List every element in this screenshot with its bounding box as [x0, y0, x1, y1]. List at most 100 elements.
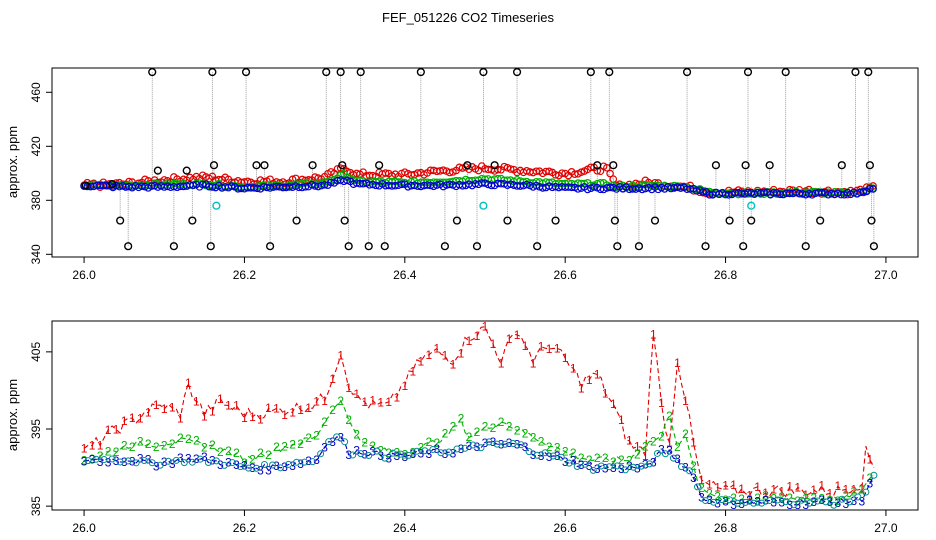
series-3-marker: 3	[650, 455, 657, 469]
series-1-marker: 1	[241, 411, 248, 425]
x-tick-label: 26.0	[72, 268, 96, 282]
series-3-point	[859, 187, 868, 196]
series-3-point	[198, 180, 207, 189]
series-2-marker: 2	[618, 453, 625, 467]
series-1-marker: 1	[554, 341, 561, 355]
series-3-marker: 3	[145, 452, 152, 466]
series-2-marker: 2	[554, 440, 561, 454]
cal-point	[124, 242, 133, 251]
series-3-point	[397, 180, 406, 189]
series-1-marker: 1	[706, 478, 713, 492]
series-3-ring	[774, 496, 782, 504]
series-3-ring	[269, 461, 277, 469]
series-1-marker: 1	[369, 393, 376, 407]
series-1-marker: 1	[313, 395, 320, 409]
series-3-marker: 3	[554, 449, 561, 463]
series-1-marker: 1	[770, 482, 777, 496]
series-2-marker: 2	[305, 431, 312, 445]
cal-point	[613, 242, 622, 251]
series-1-marker: 1	[794, 480, 801, 494]
cal-point	[682, 67, 692, 77]
series-3-marker: 3	[754, 495, 761, 509]
cal-point	[375, 161, 384, 170]
cal-point	[739, 242, 748, 251]
series-3-point	[590, 183, 598, 191]
series-1-marker: 1	[337, 349, 344, 363]
series-3-ring	[766, 496, 774, 504]
x-tick-label: 26.6	[554, 268, 578, 282]
series-1-marker: 1	[377, 396, 384, 410]
series-2-marker: 2	[826, 494, 833, 508]
series-1-marker: 1	[105, 423, 112, 437]
series-2-marker: 2	[530, 430, 537, 444]
cal-point	[867, 216, 876, 225]
series-3-marker: 3	[153, 460, 160, 474]
top-panel: approx. ppm 26.0 26.2 26.4 26.6 26.8 27.0 340 3…	[5, 67, 919, 282]
series-2-marker: 2	[674, 440, 681, 454]
series-3-ring	[244, 464, 252, 472]
series-3-ring	[637, 462, 645, 470]
series-3-marker: 3	[201, 450, 208, 464]
series-3-marker: 3	[161, 455, 168, 469]
series-3-ring	[726, 496, 734, 504]
series-3-marker: 3	[337, 431, 344, 445]
series-1-marker: 1	[209, 405, 216, 419]
series-1-marker: 1	[650, 328, 657, 342]
series-3-ring	[854, 493, 862, 501]
cal-point	[605, 67, 614, 77]
x-tick-label: 26.8	[714, 521, 738, 535]
series-3-ring	[204, 458, 212, 466]
series-1-point	[558, 169, 566, 177]
series-1-marker: 1	[714, 481, 721, 495]
series-2-marker: 2	[602, 451, 609, 465]
bottom-plot-frame	[51, 320, 919, 511]
series-3-ring	[597, 462, 605, 470]
cal-point	[452, 216, 462, 225]
series-3-ring	[589, 466, 597, 474]
series-3-ring	[645, 460, 653, 468]
series-3-ring	[124, 457, 132, 465]
series-3-ring	[557, 453, 565, 461]
series-1-marker: 1	[185, 376, 192, 390]
series-1-point	[500, 162, 509, 171]
series-3-marker: 3	[762, 494, 769, 508]
series-1-marker: 1	[867, 453, 874, 467]
series-1-marker: 1	[586, 373, 593, 387]
series-3-marker: 3	[81, 454, 88, 468]
series-2-marker: 2	[145, 437, 152, 451]
cal-point	[241, 67, 251, 77]
series-3-marker: 3	[818, 493, 825, 507]
y-tick-label: 395	[29, 419, 43, 439]
series-3-ring	[653, 449, 661, 457]
series-3-marker: 3	[658, 442, 665, 456]
cal-point	[364, 242, 373, 251]
series-3-ring	[469, 441, 477, 449]
series-2-marker: 2	[401, 448, 408, 462]
series-1-marker: 1	[634, 440, 641, 454]
cal-point	[322, 67, 331, 77]
series-3-marker: 3	[369, 445, 376, 459]
series-3-marker: 3	[225, 456, 232, 470]
series-3-ring	[830, 501, 838, 509]
series-1-marker: 1	[530, 356, 537, 370]
series-3-ring	[116, 458, 124, 466]
cal-point	[292, 216, 301, 225]
series-3-marker: 3	[842, 497, 849, 511]
cal-point	[864, 67, 873, 77]
cal-point	[747, 216, 756, 225]
series-3-ring	[373, 447, 381, 455]
series-3-ring	[677, 463, 685, 471]
series-3-ring	[92, 455, 100, 463]
cal-point	[851, 67, 860, 77]
series-2-marker: 2	[241, 456, 248, 470]
series-3-marker: 3	[265, 463, 272, 477]
top-axis-ticks: 26.0 26.2 26.4 26.6 26.8 27.0 340 380 420 460	[29, 82, 898, 282]
series-3-ring	[172, 456, 180, 464]
series-3-ring	[549, 452, 557, 460]
series-3-marker: 3	[770, 495, 777, 509]
series-1-marker: 1	[217, 392, 224, 406]
series-3-marker: 3	[313, 453, 320, 467]
series-3-marker: 3	[169, 457, 176, 471]
cal-point	[725, 216, 734, 225]
